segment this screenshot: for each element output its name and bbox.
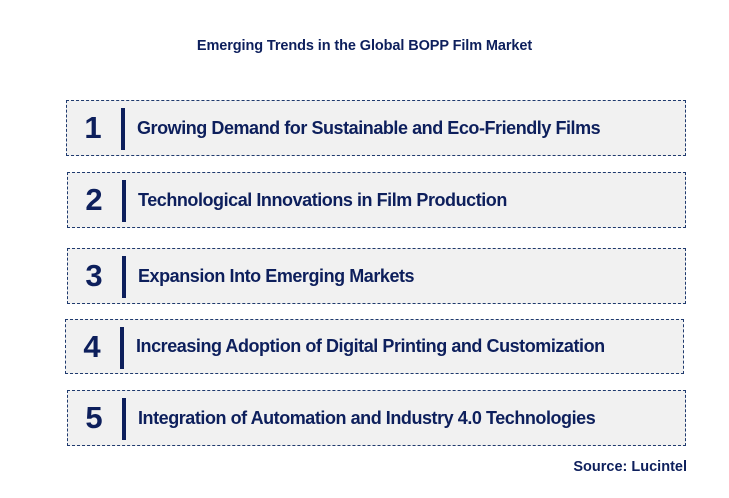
trend-item-4: 4 Increasing Adoption of Digital Printin… xyxy=(65,319,684,374)
trend-label: Expansion Into Emerging Markets xyxy=(138,265,415,286)
separator-bar xyxy=(121,108,125,150)
trend-item-2: 2 Technological Innovations in Film Prod… xyxy=(67,172,686,228)
trend-label: Technological Innovations in Film Produc… xyxy=(138,189,507,210)
trend-number: 2 xyxy=(85,182,103,217)
separator-bar xyxy=(122,180,126,222)
trend-number: 4 xyxy=(83,328,101,364)
trend-label: Integration of Automation and Industry 4… xyxy=(138,407,596,428)
separator-bar xyxy=(120,327,124,369)
separator-bar xyxy=(122,256,126,298)
trend-number: 1 xyxy=(84,110,102,145)
trend-label: Increasing Adoption of Digital Printing … xyxy=(136,336,605,356)
diagram-title: Emerging Trends in the Global BOPP Film … xyxy=(196,38,533,54)
trend-item-3: 3 Expansion Into Emerging Markets xyxy=(67,248,686,304)
source-credit: Source: Lucintel xyxy=(573,459,687,475)
separator-bar xyxy=(122,398,126,440)
trend-item-5: 5 Integration of Automation and Industry… xyxy=(67,390,686,446)
trend-number: 5 xyxy=(85,400,103,435)
trend-item-1: 1 Growing Demand for Sustainable and Eco… xyxy=(66,100,686,156)
trend-number: 3 xyxy=(85,258,103,293)
trend-label: Growing Demand for Sustainable and Eco-F… xyxy=(137,117,601,138)
